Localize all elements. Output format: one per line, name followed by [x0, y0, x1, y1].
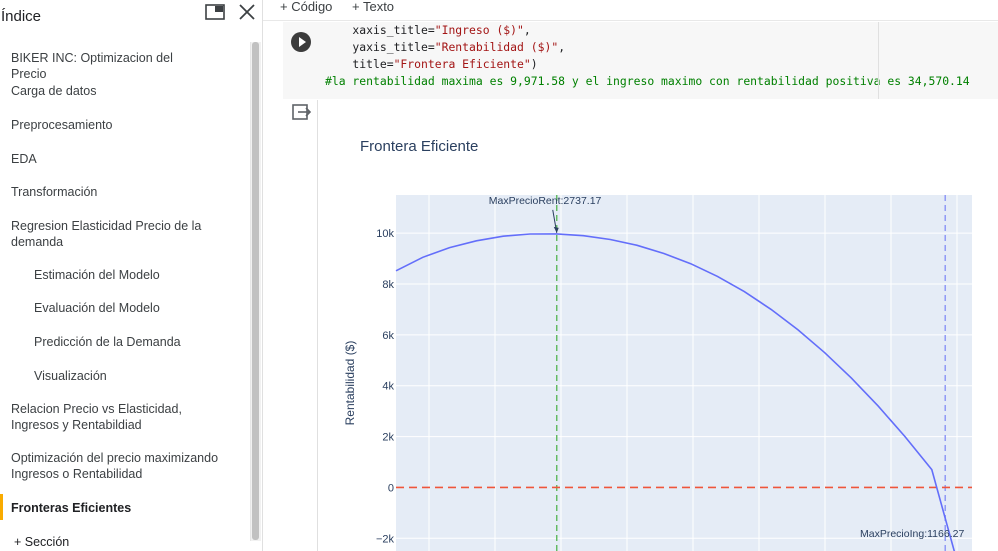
toc-item-evaluacion-modelo[interactable]: Evaluación del Modelo [34, 301, 160, 315]
y-tick-label: 0 [388, 482, 394, 494]
dock-panel-icon[interactable] [205, 4, 225, 20]
code-cell-ruler [878, 22, 879, 99]
y-tick-label: 4k [382, 381, 394, 393]
reference-lines [396, 195, 972, 551]
code-line-xaxis: xaxis_title="Ingreso ($)", [325, 23, 531, 37]
toc-item-biker-inc[interactable]: BIKER INC: Optimizacion del Precio [11, 51, 173, 81]
frontier-series-line [395, 233, 956, 551]
toc-item-optimizacion-precio[interactable]: Optimización del precio maximizando Ingr… [11, 451, 219, 481]
plot-area [396, 195, 972, 551]
toc-item-visualizacion[interactable]: Visualización [34, 369, 107, 383]
toc-item-estimacion-modelo[interactable]: Estimación del Modelo [34, 268, 160, 282]
add-text-button[interactable]: + Texto [352, 0, 395, 14]
y-axis-label: Rentabilidad ($) [343, 341, 357, 426]
add-section-button[interactable]: + Sección [14, 535, 70, 549]
sidebar-scrollbar-thumb[interactable] [252, 42, 259, 540]
y-tick-labels: 10k 8k 6k 4k 2k 0 −2k [376, 228, 395, 545]
horizontal-gridlines [396, 232, 972, 539]
toc-item-transformacion[interactable]: Transformación [11, 185, 98, 199]
sidebar-title: Índice [1, 8, 42, 25]
close-icon[interactable] [238, 4, 256, 20]
annotation-max-ing: MaxPrecioIng:1166.27 [860, 528, 964, 540]
toc-item-carga-de-datos[interactable]: Carga de datos [11, 84, 97, 98]
toc-item-prediccion-demanda[interactable]: Predicción de la Demanda [34, 335, 181, 349]
output-redirect-icon[interactable] [291, 103, 313, 123]
toc-item-fronteras-eficientes[interactable]: Fronteras Eficientes [11, 501, 132, 515]
code-cell-editor[interactable]: xaxis_title="Ingreso ($)", yaxis_title="… [319, 22, 998, 99]
toc-item-eda[interactable]: EDA [11, 152, 37, 166]
frontera-eficiente-chart: Frontera Eficiente 10k 8k 6k 4k 2k 0 −2k Renta… [343, 138, 972, 551]
code-comment: #la rentabilidad maxima es 9,971.58 y el… [325, 74, 970, 88]
notebook-toolbar: + Código + Texto [263, 0, 998, 21]
toc-item-relacion-precio[interactable]: Relacion Precio vs Elasticidad, Ingresos… [11, 402, 182, 432]
run-cell-button[interactable] [291, 32, 311, 52]
active-item-indicator [0, 494, 3, 520]
toc-item-preprocesamiento[interactable]: Preprocesamiento [11, 118, 113, 132]
toc-item-regresion-elasticidad[interactable]: Regresion Elasticidad Precio de la deman… [11, 219, 202, 249]
code-line-yaxis: yaxis_title="Rentabilidad ($)", [325, 40, 566, 54]
annotation-max-rent: MaxPrecioRent:2737.17 [489, 195, 602, 207]
y-tick-label: 8k [382, 279, 394, 291]
y-tick-label: −2k [376, 533, 395, 545]
notebook-main: + Código + Texto xaxis_title="Ingreso ($… [263, 0, 998, 551]
y-tick-label: 2k [382, 432, 394, 444]
table-of-contents-sidebar: Índice BIKER INC: Optimizacion del Preci… [0, 0, 263, 551]
annotations: MaxPrecioRent:2737.17 MaxPrecioIng:1166.2… [489, 195, 965, 540]
output-gutter [283, 100, 318, 551]
y-tick-label: 6k [382, 330, 394, 342]
y-tick-label: 10k [376, 228, 394, 240]
code-line-title: title="Frontera Eficiente") [325, 57, 538, 71]
add-code-button[interactable]: + Código [280, 0, 333, 14]
chart-title: Frontera Eficiente [360, 138, 478, 155]
annotation-arrowhead [553, 226, 559, 233]
